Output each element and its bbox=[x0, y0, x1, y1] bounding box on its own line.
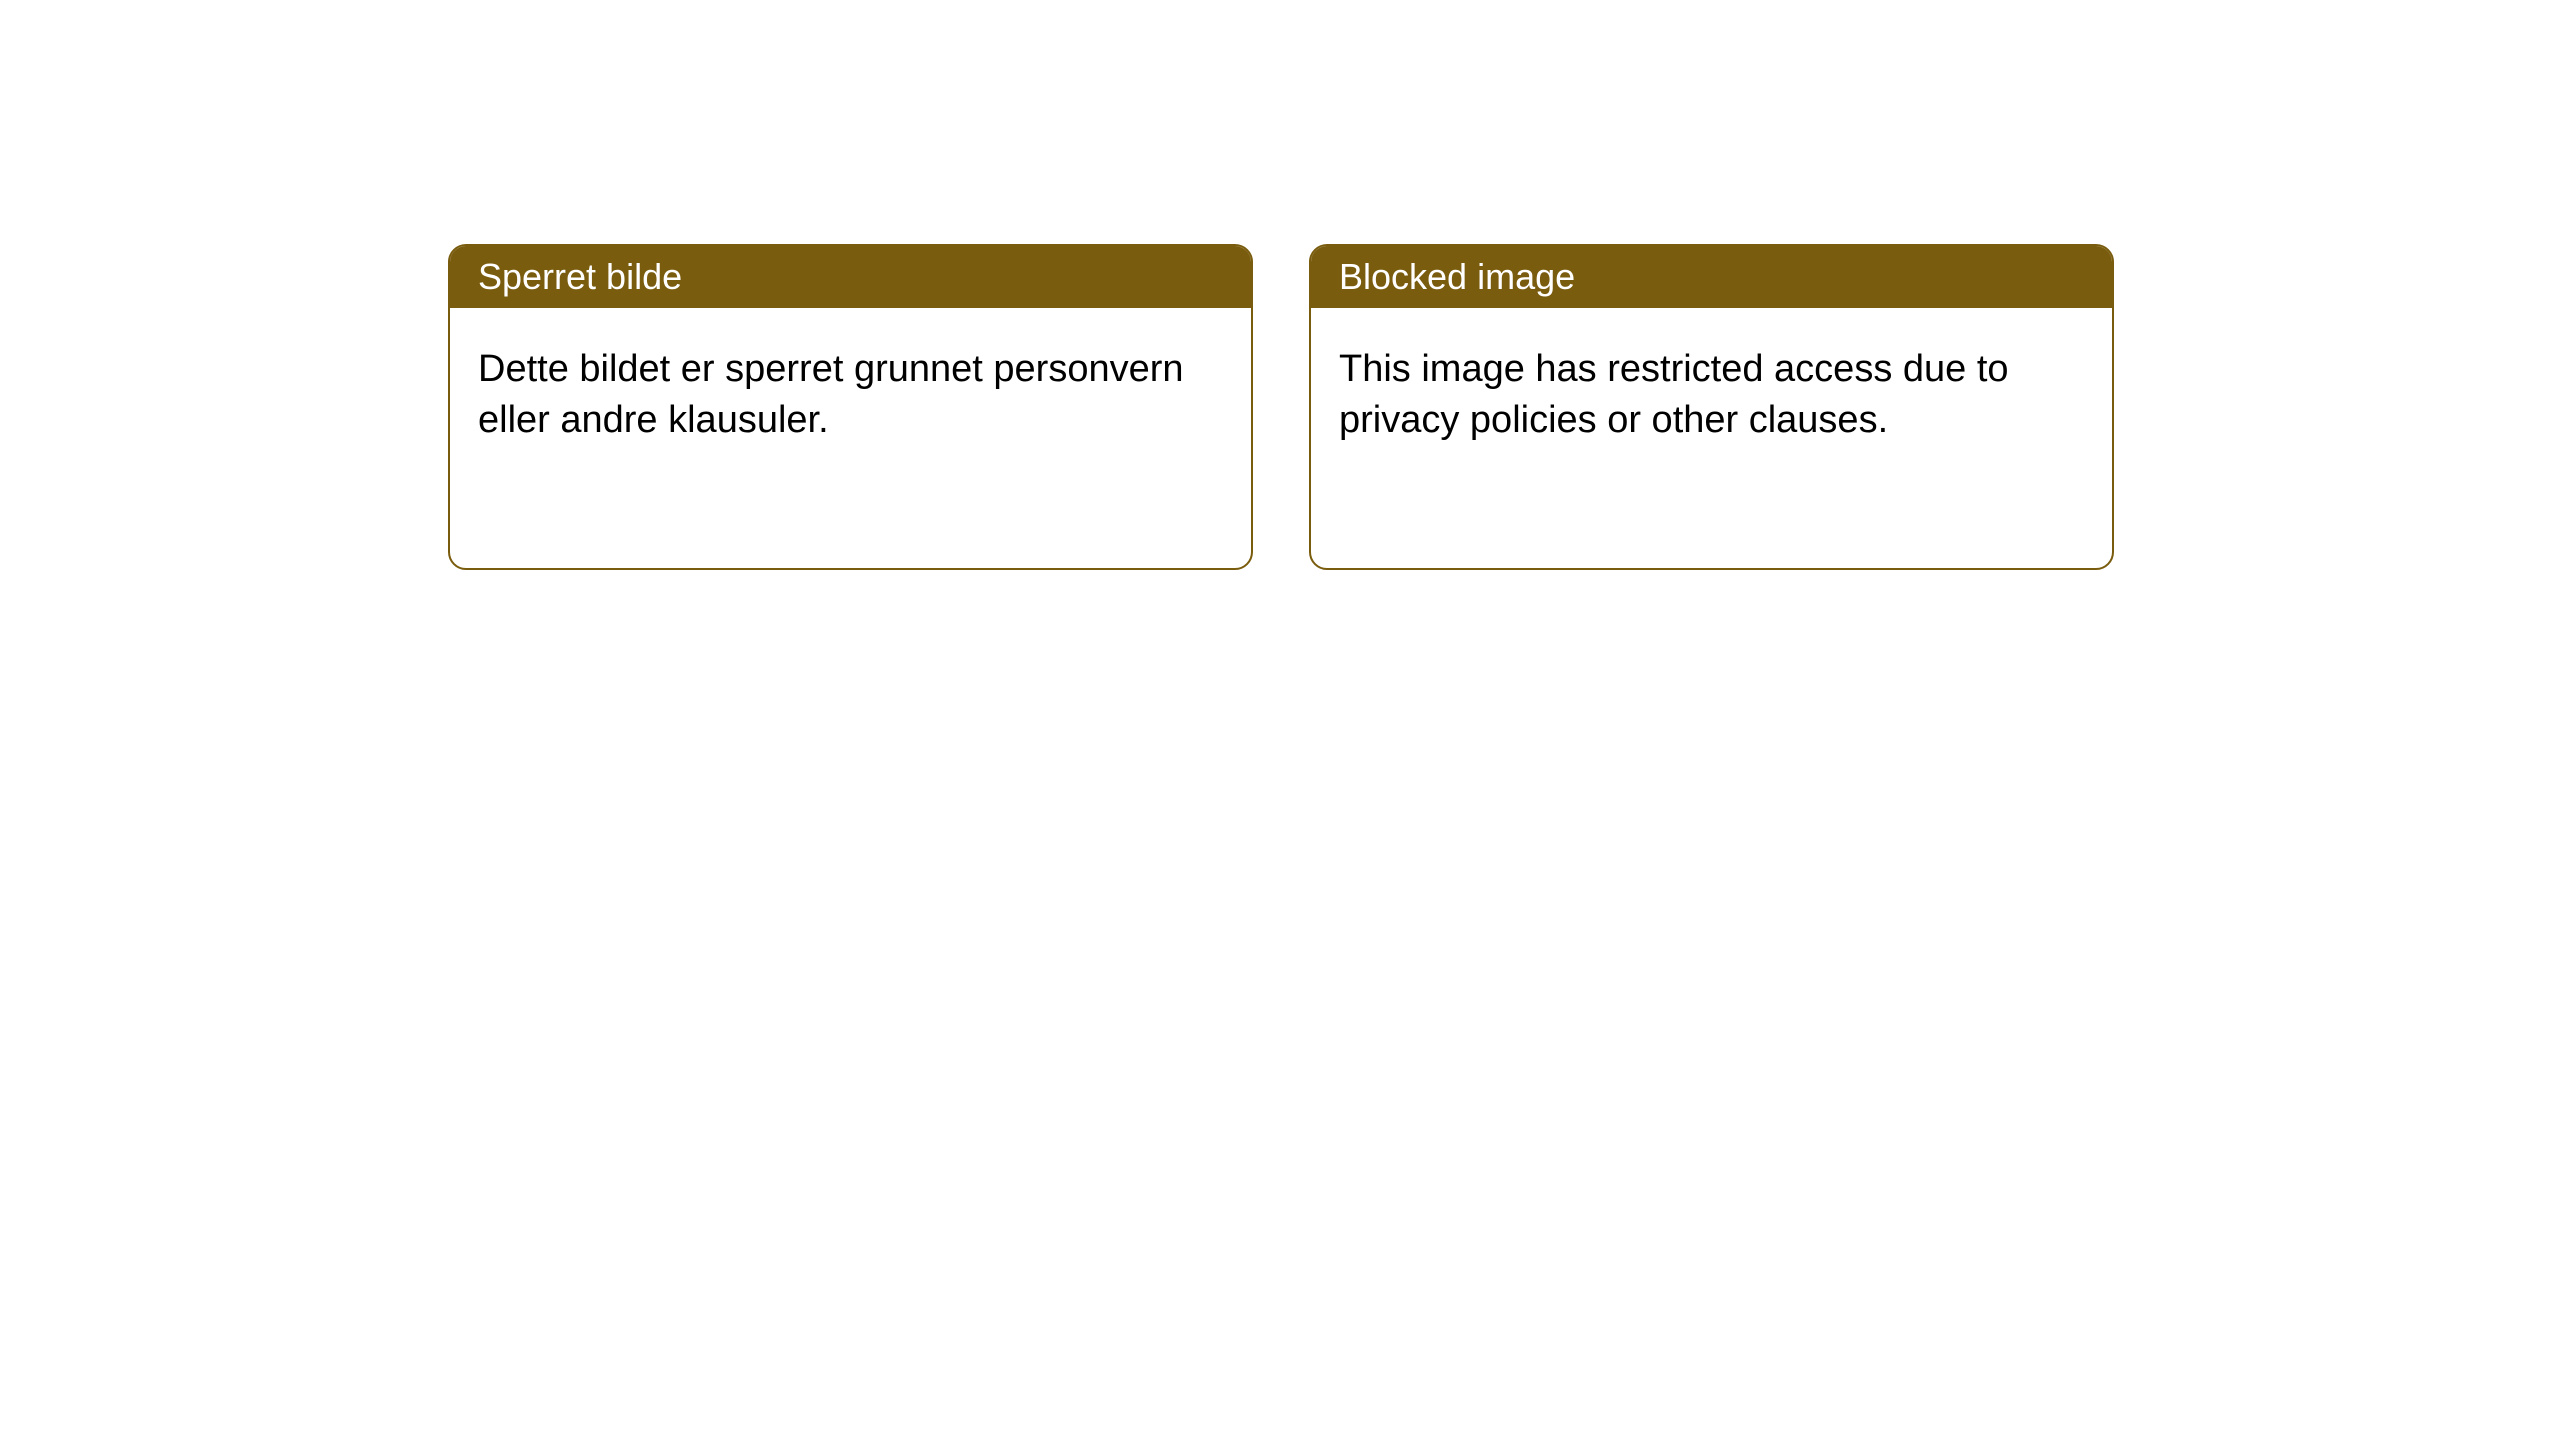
card-header-text: Blocked image bbox=[1339, 256, 1575, 297]
card-body-text: Dette bildet er sperret grunnet personve… bbox=[478, 348, 1184, 441]
notice-cards-container: Sperret bilde Dette bildet er sperret gr… bbox=[448, 244, 2114, 570]
card-body: This image has restricted access due to … bbox=[1311, 308, 2112, 568]
card-header-text: Sperret bilde bbox=[478, 256, 682, 297]
card-header: Blocked image bbox=[1311, 246, 2112, 308]
notice-card-english: Blocked image This image has restricted … bbox=[1309, 244, 2114, 570]
card-header: Sperret bilde bbox=[450, 246, 1251, 308]
notice-card-norwegian: Sperret bilde Dette bildet er sperret gr… bbox=[448, 244, 1253, 570]
card-body-text: This image has restricted access due to … bbox=[1339, 348, 2009, 441]
card-body: Dette bildet er sperret grunnet personve… bbox=[450, 308, 1251, 568]
